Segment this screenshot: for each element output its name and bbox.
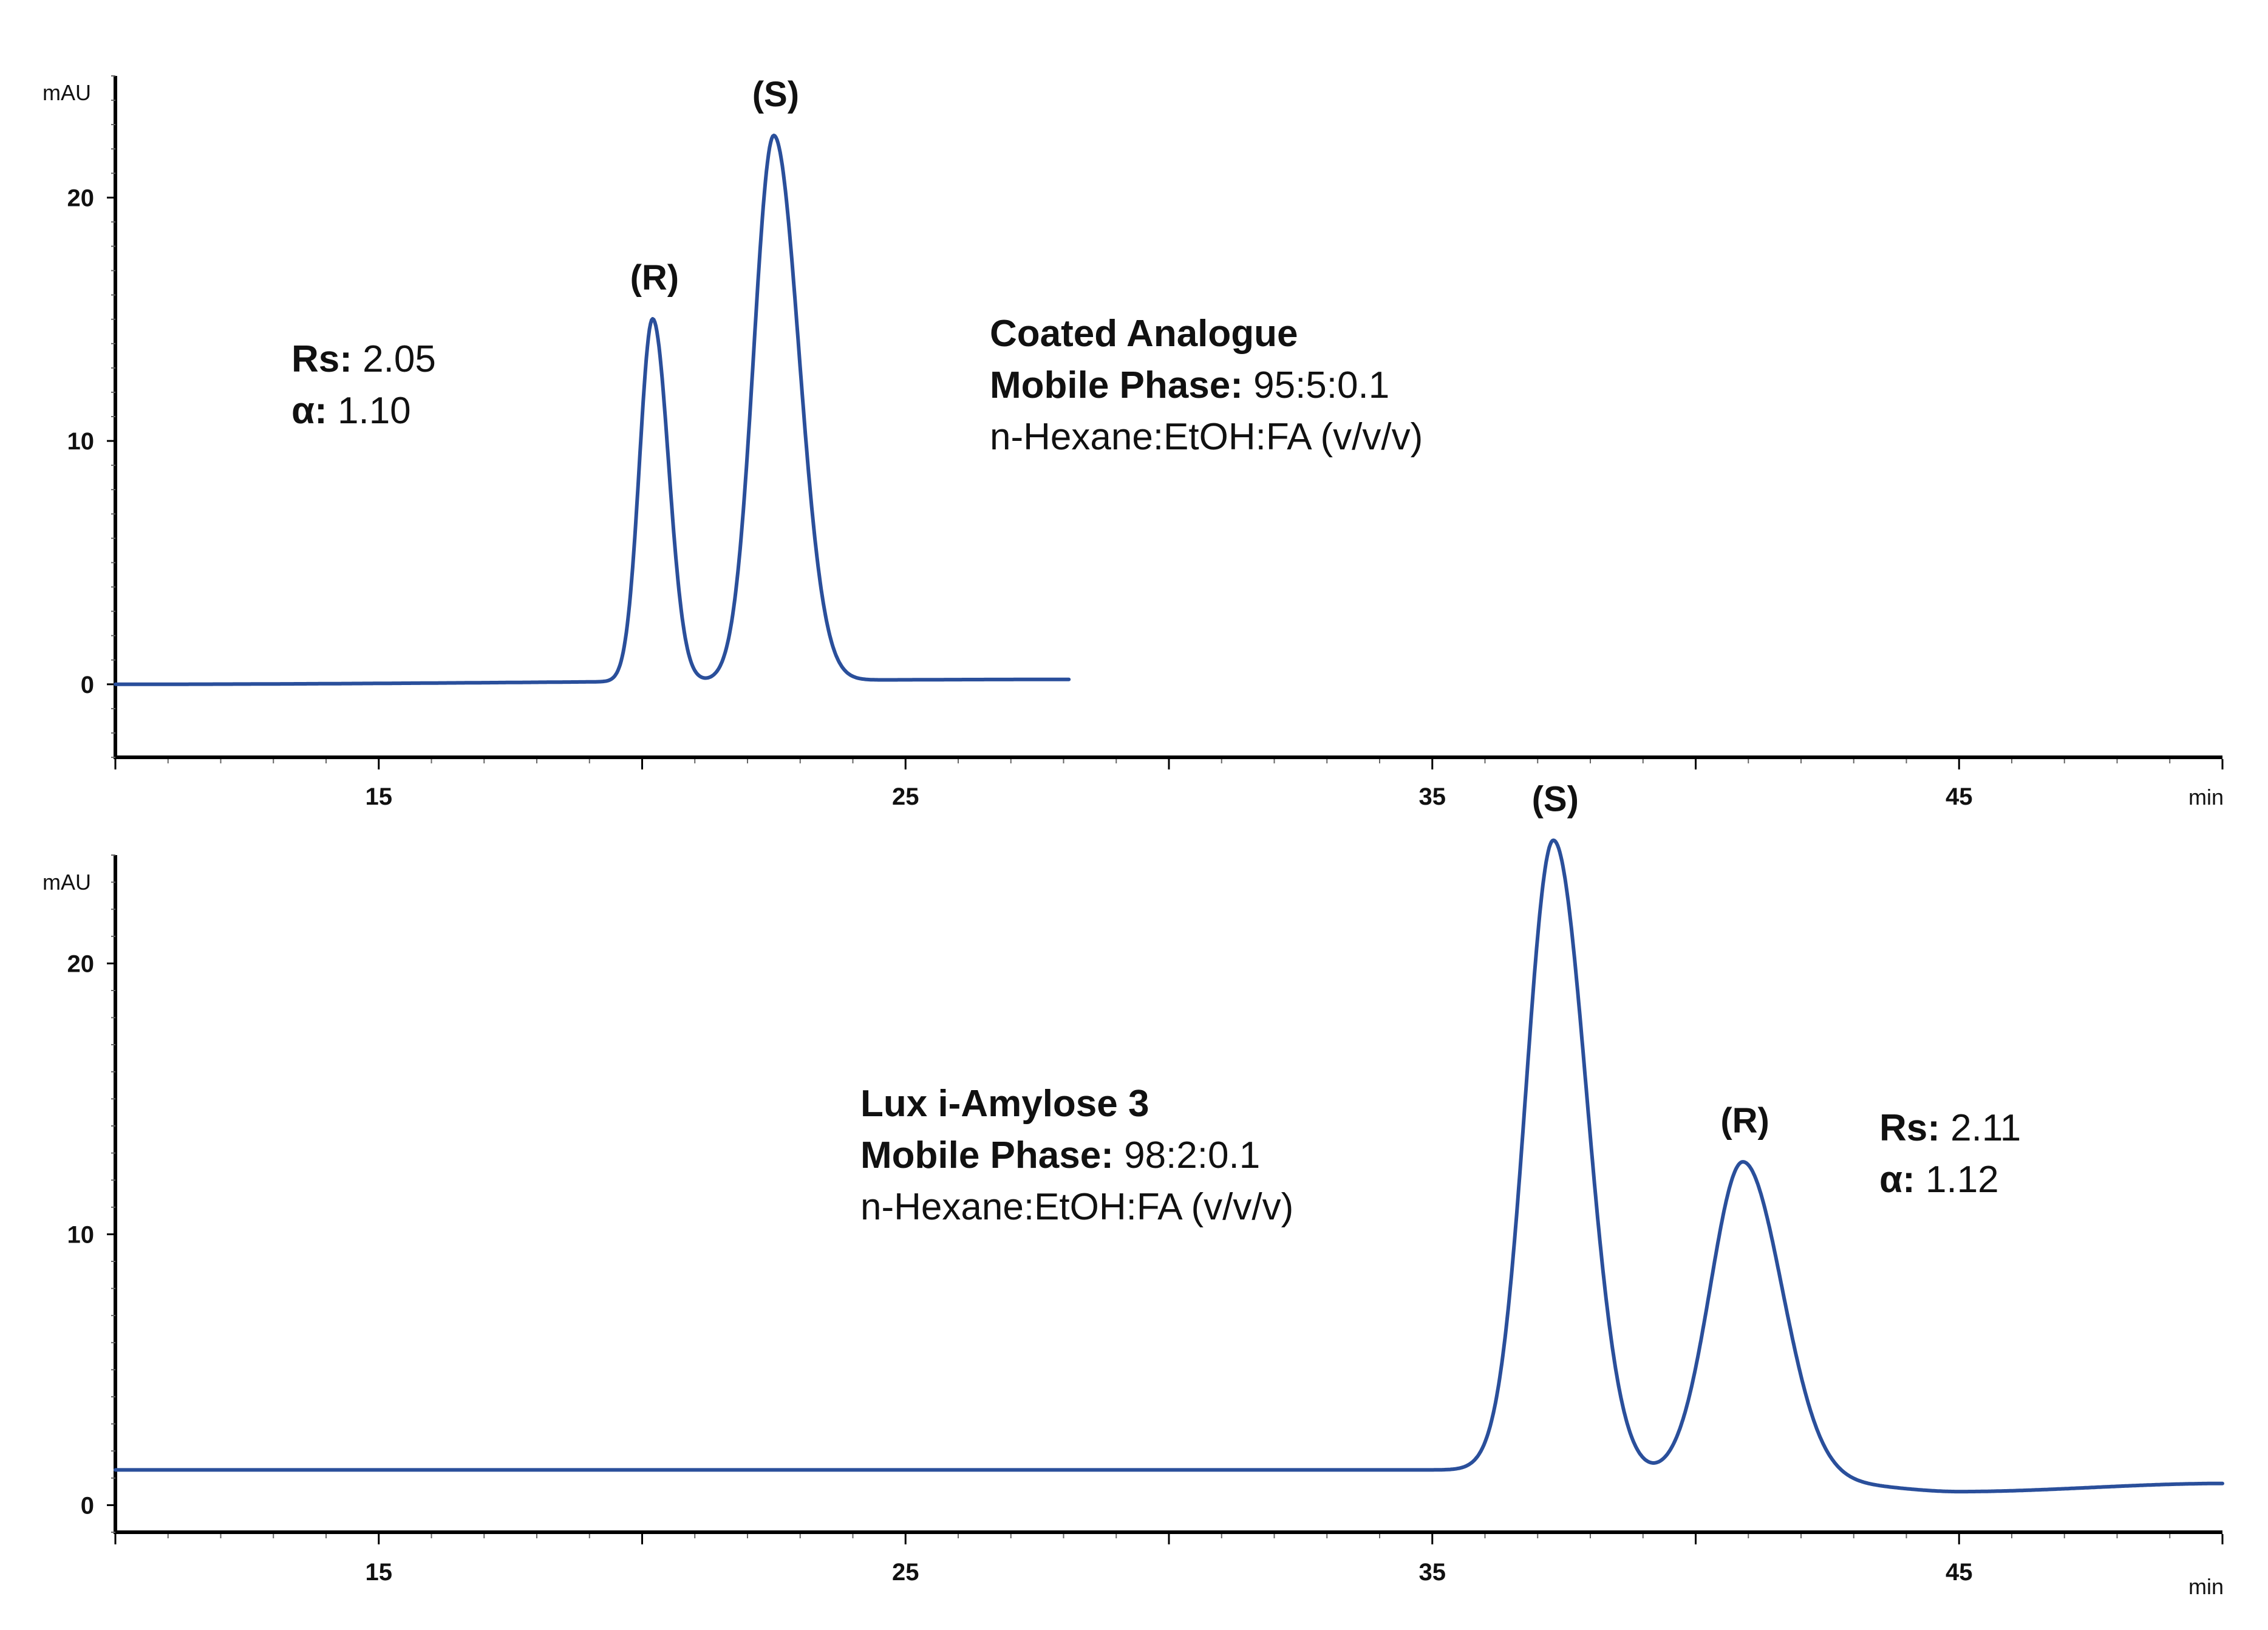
y-axis-unit-label: mAU (43, 80, 91, 105)
x-axis-unit-label: min (2188, 785, 2224, 810)
y-tick-label: 0 (81, 1492, 94, 1519)
y-tick-label: 10 (67, 1221, 95, 1248)
peak-label: (S) (752, 75, 799, 114)
x-tick-label: 25 (892, 783, 919, 810)
annotation-right: Mobile Phase: 95:5:0.1 (990, 364, 1389, 406)
peak-label: (S) (1532, 780, 1579, 819)
annotation-left: Lux i-Amylose 3 (860, 1083, 1149, 1125)
x-tick-label: 25 (892, 1559, 919, 1586)
y-tick-label: 20 (67, 185, 95, 211)
annotation-left: n-Hexane:EtOH:FA (v/v/v) (860, 1186, 1293, 1228)
chromatogram-panel-coated-analogue: 15 25 35 45 min 0 10 20 mAU (R) (S) Rs: 2.05 α: 1.10… (43, 75, 2224, 810)
y-axis-unit-label: mAU (43, 870, 91, 895)
y-tick-label: 20 (67, 950, 95, 977)
x-tick-label: 15 (366, 1559, 393, 1586)
chromatogram-panel-lux-i-amylose-3: 15 25 35 45 min 0 10 20 mAU (S) (R) Lux i-Amylose 3… (43, 780, 2224, 1599)
chromatogram-trace (114, 134, 1071, 686)
y-tick-label: 0 (81, 672, 94, 698)
y-tick-label: 10 (67, 428, 95, 455)
peak-label: (R) (1720, 1101, 1769, 1141)
annotation-right: Rs: 2.11 (1879, 1107, 2021, 1149)
annotation-left: Rs: 2.05 (291, 338, 436, 380)
annotation-right: n-Hexane:EtOH:FA (v/v/v) (990, 416, 1423, 458)
x-tick-label: 35 (1419, 1559, 1446, 1586)
x-tick-label: 45 (1946, 783, 1973, 810)
annotation-right: Coated Analogue (990, 313, 1298, 355)
annotation-right: α: 1.12 (1879, 1159, 1999, 1201)
x-axis-unit-label: min (2188, 1574, 2224, 1599)
annotation-left: α: 1.10 (291, 390, 411, 432)
x-tick-label: 45 (1946, 1559, 1973, 1586)
x-tick-label: 35 (1419, 783, 1446, 810)
peak-label: (R) (630, 258, 679, 298)
annotation-left: Mobile Phase: 98:2:0.1 (860, 1134, 1260, 1176)
chromatogram-trace (114, 838, 2224, 1494)
x-tick-label: 15 (366, 783, 393, 810)
